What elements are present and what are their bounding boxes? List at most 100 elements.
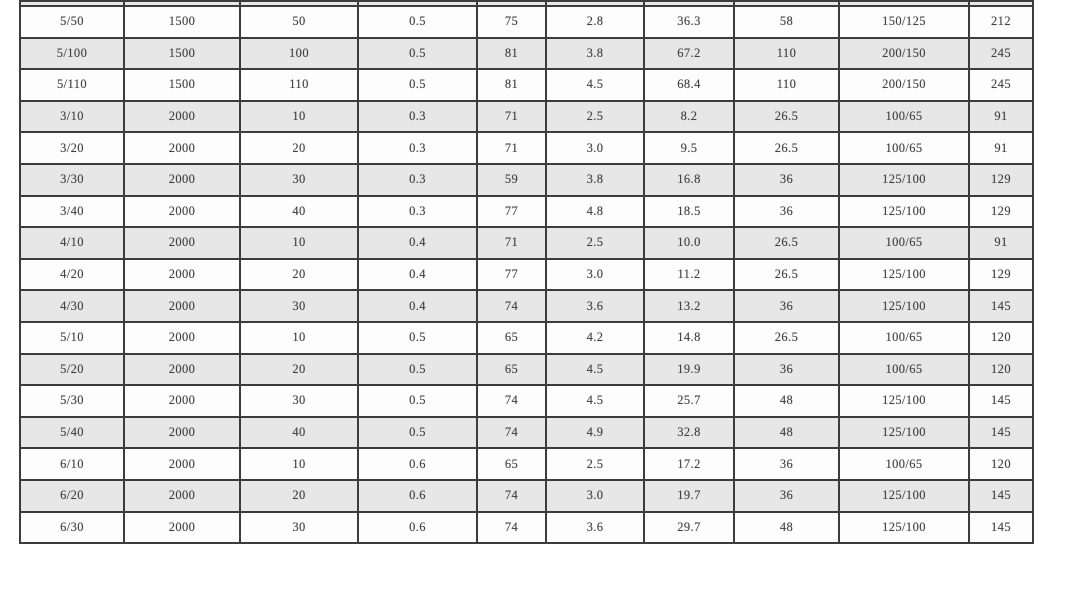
table-cell: 5/50	[19, 5, 125, 39]
table-cell: 10	[239, 320, 359, 355]
table-cell: 129	[968, 194, 1034, 229]
table-cell: 91	[968, 226, 1034, 260]
table-cell: 4.2	[545, 320, 645, 355]
table-row: 5/40 2000 40 0.5 74 4.9 32.8 48 125/100 145	[19, 415, 1034, 450]
cut-off-header-cell	[838, 0, 970, 7]
table-cell: 48	[733, 415, 840, 450]
table-cell: 91	[968, 99, 1034, 134]
table-cell: 10	[239, 226, 359, 260]
table-cell: 3.8	[545, 162, 645, 197]
table-cell: 71	[476, 131, 547, 165]
table-cell: 77	[476, 194, 547, 229]
table-cell: 2000	[123, 131, 241, 165]
table-row: 6/30 2000 30 0.6 74 3.6 29.7 48 125/100 145	[19, 510, 1034, 545]
table-cell: 65	[476, 352, 547, 387]
table-row: 6/10 2000 10 0.6 65 2.5 17.2 36 100/65 120	[19, 447, 1034, 481]
table-cell: 74	[476, 289, 547, 323]
table-cell: 3/30	[19, 162, 125, 197]
table-cell: 26.5	[733, 257, 840, 292]
table-cell: 75	[476, 5, 547, 39]
table-cell: 245	[968, 36, 1034, 71]
table-cell: 71	[476, 226, 547, 260]
table-cell: 4.8	[545, 194, 645, 229]
table-cell: 36	[733, 447, 840, 481]
table-cell: 2000	[123, 510, 241, 545]
table-cell: 0.5	[357, 320, 478, 355]
table-cell: 2000	[123, 194, 241, 229]
table-cell: 3.0	[545, 131, 645, 165]
cut-off-header-cell	[545, 0, 645, 7]
table-cell: 145	[968, 384, 1034, 418]
table-cell: 125/100	[838, 415, 970, 450]
table-cell: 145	[968, 289, 1034, 323]
table-cell: 25.7	[643, 384, 735, 418]
table-cell: 145	[968, 478, 1034, 513]
table-cell: 129	[968, 257, 1034, 292]
table-cell: 77	[476, 257, 547, 292]
table-row: 3/40 2000 40 0.3 77 4.8 18.5 36 125/100 129	[19, 194, 1034, 229]
table-cell: 5/10	[19, 320, 125, 355]
table-cell: 19.7	[643, 478, 735, 513]
table-cell: 58	[733, 5, 840, 39]
table-cell: 125/100	[838, 289, 970, 323]
table-cell: 1500	[123, 68, 241, 102]
table-cell: 2000	[123, 226, 241, 260]
table-row: 6/20 2000 20 0.6 74 3.0 19.7 36 125/100 145	[19, 478, 1034, 513]
table-cell: 125/100	[838, 384, 970, 418]
table-cell: 3.0	[545, 257, 645, 292]
table-cell: 20	[239, 131, 359, 165]
table-cell: 4.5	[545, 352, 645, 387]
table-cell: 5/30	[19, 384, 125, 418]
table-cell: 26.5	[733, 320, 840, 355]
data-table: 5/50 1500 50 0.5 75 2.8 36.3 58 150/125 212 5/100 1…	[19, 0, 1034, 545]
table-cell: 2000	[123, 384, 241, 418]
table-cell: 4/20	[19, 257, 125, 292]
table-cell: 120	[968, 352, 1034, 387]
cut-off-header-cell	[357, 0, 478, 7]
table-cell: 212	[968, 5, 1034, 39]
table-cell: 3.8	[545, 36, 645, 71]
table-cell: 13.2	[643, 289, 735, 323]
cut-off-header-cell	[968, 0, 1034, 7]
table-cell: 100/65	[838, 226, 970, 260]
table-cell: 30	[239, 384, 359, 418]
table-cell: 100/65	[838, 447, 970, 481]
cut-off-header-cell	[19, 0, 125, 7]
table-cell: 245	[968, 68, 1034, 102]
table-cell: 30	[239, 510, 359, 545]
table-cell: 4/10	[19, 226, 125, 260]
table-cell: 26.5	[733, 226, 840, 260]
table-cell: 100	[239, 36, 359, 71]
table-cell: 5/40	[19, 415, 125, 450]
table-cell: 2.5	[545, 226, 645, 260]
table-cell: 0.6	[357, 478, 478, 513]
table-cell: 26.5	[733, 131, 840, 165]
table-cell: 3/40	[19, 194, 125, 229]
table-cell: 0.5	[357, 36, 478, 71]
cut-off-header-cell	[643, 0, 735, 7]
table-cell: 2000	[123, 320, 241, 355]
table-cell: 10.0	[643, 226, 735, 260]
table-cell: 200/150	[838, 36, 970, 71]
table-row: 3/10 2000 10 0.3 71 2.5 8.2 26.5 100/65 91	[19, 99, 1034, 134]
table-cell: 65	[476, 447, 547, 481]
table-cell: 110	[733, 36, 840, 71]
table-cell: 145	[968, 415, 1034, 450]
table-cell: 5/20	[19, 352, 125, 387]
table-cell: 36	[733, 478, 840, 513]
table-cell: 0.4	[357, 289, 478, 323]
table-cell: 1500	[123, 36, 241, 71]
table-cell: 120	[968, 320, 1034, 355]
table-cell: 68.4	[643, 68, 735, 102]
table-cell: 0.3	[357, 162, 478, 197]
table-cell: 4/30	[19, 289, 125, 323]
table-cell: 0.5	[357, 384, 478, 418]
table-cell: 0.6	[357, 447, 478, 481]
cut-off-header-cell	[239, 0, 359, 7]
table-cell: 48	[733, 510, 840, 545]
table-row: 5/30 2000 30 0.5 74 4.5 25.7 48 125/100 145	[19, 384, 1034, 418]
table-cell: 2000	[123, 415, 241, 450]
table-cell: 0.3	[357, 99, 478, 134]
table-cell: 0.4	[357, 226, 478, 260]
